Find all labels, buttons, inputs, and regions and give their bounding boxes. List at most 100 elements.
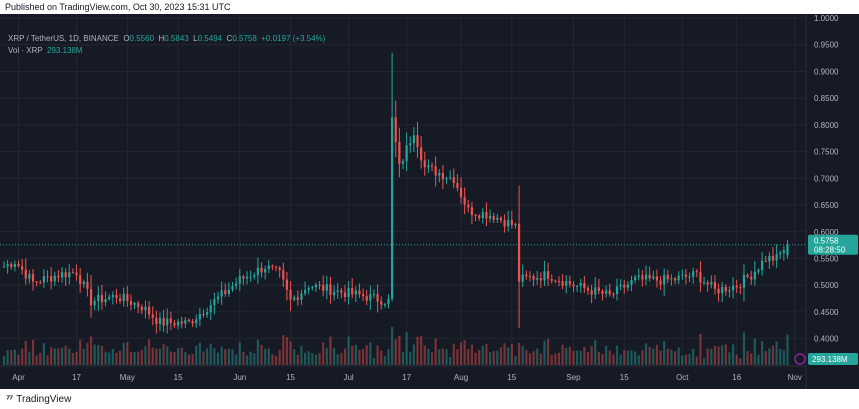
volume-bar <box>354 344 357 365</box>
candle-body <box>695 271 698 273</box>
volume-bar <box>380 350 383 365</box>
volume-bar <box>303 352 307 365</box>
volume-bar <box>24 340 27 365</box>
candle-body <box>409 143 412 146</box>
candle-body <box>311 287 314 289</box>
candle-body <box>347 287 350 297</box>
volume-bar <box>245 355 249 365</box>
volume-bar <box>260 344 263 365</box>
candle-body <box>362 294 365 297</box>
candle-body <box>115 294 118 299</box>
volume-bar <box>459 342 463 365</box>
volume-bar <box>782 350 785 365</box>
volume-bar <box>39 352 42 365</box>
candle-body <box>354 290 357 295</box>
candle-body <box>158 318 162 324</box>
volume-bar <box>750 353 753 365</box>
volume-bar <box>249 351 252 365</box>
candle-body <box>764 260 767 262</box>
close-label: C <box>226 34 233 43</box>
volume-bar <box>655 344 659 365</box>
candle-body <box>434 166 437 176</box>
volume-bar <box>10 350 13 365</box>
candle-body <box>572 284 575 287</box>
volume-bar <box>340 352 343 365</box>
candle-body <box>17 263 20 267</box>
price-chart[interactable]: 1.0000 0.9500 0.9000 0.8500 0.8000 0.7500 0.70… <box>0 14 859 389</box>
volume-bar <box>626 350 629 365</box>
volume-bar <box>369 342 372 365</box>
candle-body <box>757 269 760 272</box>
candle-body <box>89 288 93 306</box>
volume-bar <box>695 356 698 365</box>
x-tick-label: 15 <box>174 373 183 382</box>
volume-bar <box>365 345 368 365</box>
volume-bar <box>256 339 260 365</box>
candle-body <box>445 178 448 180</box>
bottom-bar: ⁷⁷ TradingView <box>0 389 859 409</box>
candle-body <box>532 276 535 280</box>
volume-bar <box>64 345 67 365</box>
volume-bar <box>300 345 303 365</box>
volume-bar <box>394 339 397 365</box>
volume-bar <box>118 350 122 365</box>
volume-bar <box>764 351 767 365</box>
candle-body <box>619 284 622 287</box>
candle-body <box>57 275 60 278</box>
candle-body <box>82 281 85 285</box>
volume-value: 293.138M <box>47 46 83 55</box>
tradingview-logo[interactable]: ⁷⁷ TradingView <box>6 394 71 405</box>
volume-bar <box>467 348 470 365</box>
chart-area[interactable]: 1.0000 0.9500 0.9000 0.8500 0.8000 0.7500 0.70… <box>0 14 859 389</box>
candle-body <box>612 294 615 296</box>
candle-body <box>692 271 695 277</box>
volume-bar <box>605 345 608 365</box>
candle-body <box>717 288 720 294</box>
volume-bar <box>590 345 593 365</box>
y-tick-label: 0.9500 <box>814 41 839 50</box>
candle-body <box>31 274 35 282</box>
candle-body <box>75 272 78 276</box>
candle-body <box>285 279 289 290</box>
volume-bar <box>463 340 466 365</box>
volume-bar <box>641 350 644 365</box>
candle-body <box>601 290 604 294</box>
volume-bar <box>17 354 20 365</box>
volume-bar <box>608 350 611 365</box>
volume-bar <box>550 354 553 365</box>
volume-bar <box>227 348 230 365</box>
price-badge <box>808 234 858 255</box>
volume-bar <box>79 339 82 365</box>
x-tick-label: Jun <box>233 373 246 382</box>
volume-bar <box>659 350 662 365</box>
candle-body <box>688 276 691 278</box>
y-tick-label: 0.4500 <box>814 308 839 317</box>
volume-bar <box>271 354 274 365</box>
volume-bar <box>521 345 524 365</box>
volume-bar <box>517 343 521 365</box>
volume-bar <box>677 347 680 365</box>
volume-bar <box>82 348 85 365</box>
candle-body <box>753 271 756 280</box>
volume-bar <box>579 350 582 365</box>
volume-bar <box>423 345 426 365</box>
candle-body <box>550 278 553 281</box>
volume-bar <box>746 350 749 365</box>
volume-bar <box>684 354 688 365</box>
candle-body <box>64 272 67 278</box>
candle-body <box>71 272 75 274</box>
candle-body <box>213 299 216 306</box>
volume-bar <box>198 342 201 365</box>
volume-bar <box>557 352 561 365</box>
candle-body <box>659 280 662 285</box>
volume-bar <box>630 350 633 365</box>
x-tick-label: 17 <box>402 373 411 382</box>
volume-bar <box>673 351 677 365</box>
candle-body <box>151 314 154 318</box>
volume-group <box>2 327 789 365</box>
volume-bar <box>329 336 332 365</box>
volume-bar <box>282 335 285 365</box>
volume-bar <box>387 349 390 365</box>
x-tick-label: May <box>120 373 135 382</box>
volume-bar <box>191 354 194 365</box>
